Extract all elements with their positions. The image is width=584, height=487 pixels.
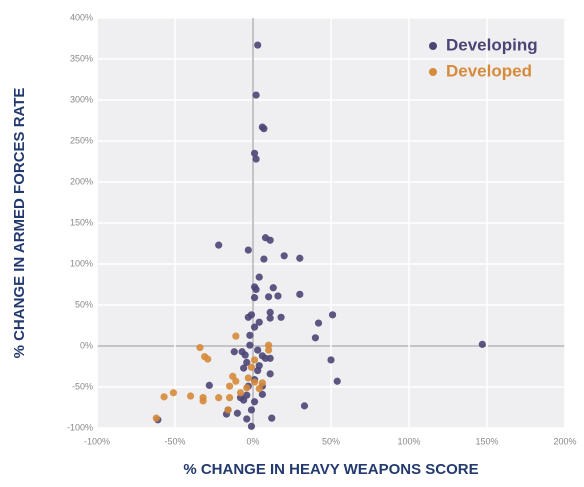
point <box>254 41 262 49</box>
point <box>226 394 234 402</box>
legend-label: Developing <box>446 35 538 54</box>
x-tick-label: 150% <box>475 436 498 446</box>
point <box>266 370 274 378</box>
point <box>268 414 276 422</box>
point <box>277 313 285 321</box>
point <box>250 378 259 386</box>
point <box>250 323 259 331</box>
point <box>252 155 260 163</box>
point <box>215 241 223 249</box>
x-tick-label: 200% <box>553 436 576 446</box>
point <box>265 341 273 349</box>
y-tick-label: 350% <box>70 53 93 63</box>
point <box>266 236 274 244</box>
legend-marker <box>429 68 437 76</box>
point <box>260 255 268 263</box>
point <box>328 311 337 319</box>
point <box>160 393 168 401</box>
point <box>243 384 251 392</box>
point <box>236 389 245 397</box>
point <box>250 398 259 406</box>
point <box>247 363 256 371</box>
point <box>314 319 323 327</box>
y-tick-label: 0% <box>80 340 93 350</box>
x-axis-title: % CHANGE IN HEAVY WEAPONS SCORE <box>183 461 478 478</box>
y-tick-label: 400% <box>70 12 93 22</box>
point <box>254 346 262 354</box>
point <box>258 390 266 398</box>
point <box>246 331 254 339</box>
y-axis-title: % CHANGE IN ARMED FORCES RATE <box>11 88 28 359</box>
point <box>269 284 277 292</box>
point <box>258 379 266 387</box>
point <box>260 125 268 133</box>
legend-label: Developed <box>446 61 532 80</box>
point <box>233 409 241 417</box>
point <box>196 344 204 352</box>
point <box>230 348 238 356</box>
y-tick-label: 300% <box>70 94 93 104</box>
point <box>250 356 259 364</box>
point <box>247 311 256 319</box>
point <box>266 308 274 316</box>
point <box>327 356 335 364</box>
y-tick-label: 250% <box>70 135 93 145</box>
point <box>252 285 260 294</box>
point <box>311 334 319 342</box>
point <box>232 377 240 385</box>
point <box>224 406 232 414</box>
x-tick-label: -100% <box>84 436 110 446</box>
point <box>266 314 274 322</box>
y-tick-label: 200% <box>70 176 93 186</box>
point <box>152 414 160 422</box>
point <box>296 290 304 298</box>
y-tick-label: -50% <box>72 381 93 391</box>
point <box>240 364 248 372</box>
point <box>300 402 309 410</box>
x-tick-label: 0% <box>246 436 259 446</box>
point <box>236 394 245 402</box>
point <box>255 385 263 393</box>
x-tick-label: 50% <box>322 436 340 446</box>
point <box>333 377 341 385</box>
point <box>265 293 273 301</box>
point <box>243 415 251 423</box>
point <box>247 406 256 414</box>
point <box>204 355 212 363</box>
point <box>232 332 240 340</box>
point <box>280 252 288 260</box>
point <box>266 354 274 362</box>
y-tick-label: 150% <box>70 217 93 227</box>
point <box>265 346 273 354</box>
point <box>246 341 254 349</box>
point <box>187 392 195 400</box>
point <box>250 149 259 157</box>
point <box>274 292 282 300</box>
point <box>244 374 252 382</box>
point <box>241 351 249 359</box>
y-tick-label: -100% <box>67 422 93 432</box>
point <box>254 367 262 375</box>
point <box>215 394 223 402</box>
x-tick-label: 100% <box>397 436 420 446</box>
point <box>255 273 263 281</box>
point <box>244 246 252 254</box>
y-tick-label: 100% <box>70 258 93 268</box>
point <box>247 422 256 430</box>
point <box>296 254 304 262</box>
point <box>252 91 260 99</box>
point <box>255 318 263 326</box>
point <box>226 382 234 390</box>
x-tick-label: -50% <box>164 436 185 446</box>
point <box>478 340 486 348</box>
point <box>243 358 251 366</box>
point <box>250 294 259 302</box>
point <box>169 389 178 397</box>
legend-marker <box>429 42 437 50</box>
y-tick-label: 50% <box>75 299 93 309</box>
point <box>199 397 207 405</box>
point <box>205 381 213 389</box>
